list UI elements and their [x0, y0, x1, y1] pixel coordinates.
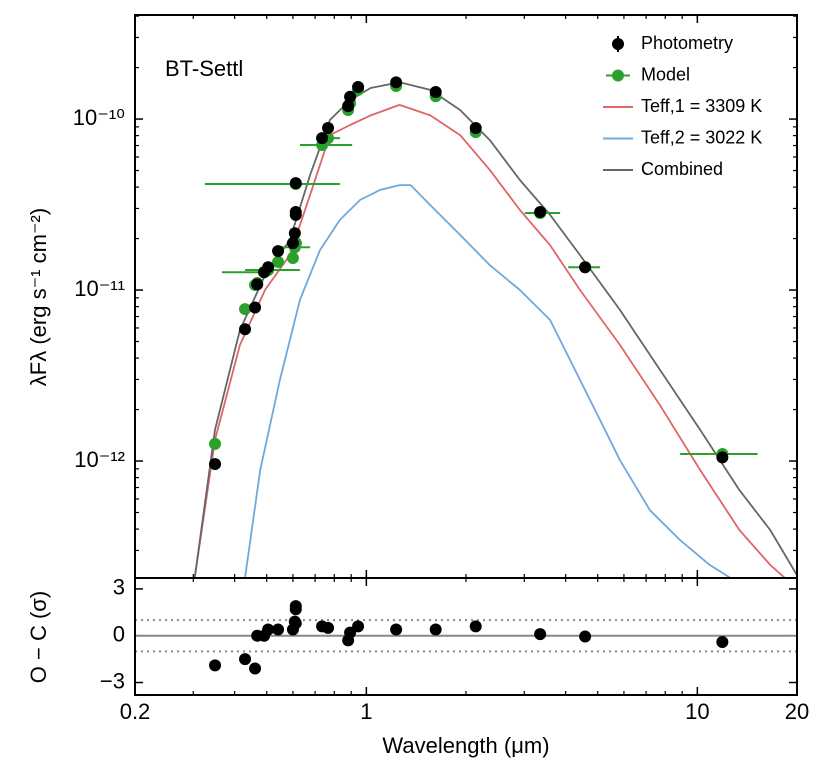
residual-point: [429, 623, 442, 636]
photometry-point: [534, 206, 547, 219]
plot-area: [193, 76, 797, 578]
residual-point: [716, 635, 729, 648]
legend-label: Combined: [641, 159, 723, 179]
residual-point: [289, 617, 302, 630]
photometry-point: [342, 100, 355, 113]
residual-point: [534, 628, 547, 641]
spectrum-line: [193, 81, 797, 578]
residual-point: [262, 623, 275, 636]
x-tick-label: 20: [785, 699, 809, 724]
y-tick-label: −3: [100, 668, 125, 693]
spectrum-line: [193, 104, 786, 578]
photometry-point: [286, 237, 299, 250]
photometry-point: [390, 76, 403, 89]
residual-point: [390, 623, 403, 636]
photometry-point: [251, 278, 264, 291]
legend-swatch: [612, 38, 624, 50]
photometry-point: [344, 90, 357, 103]
residual-point: [289, 600, 302, 613]
residual-point: [272, 623, 285, 636]
residual-point: [352, 620, 365, 633]
photometry-point: [289, 177, 302, 190]
residual-point: [239, 653, 252, 666]
photometry-point: [322, 122, 335, 135]
photometry-point: [249, 301, 262, 314]
photometry-point: [716, 451, 729, 464]
model-point: [239, 303, 252, 316]
y-tick-label: 10⁻¹¹: [74, 276, 125, 301]
photometry-point: [272, 245, 285, 258]
residual-point: [469, 620, 482, 633]
photometry-point: [239, 323, 252, 336]
legend-label: Photometry: [641, 33, 733, 53]
model-point: [209, 437, 222, 450]
photometry-point: [289, 206, 302, 219]
photometry-point: [209, 458, 222, 471]
y-tick-label: 0: [113, 622, 125, 647]
axes-frame: [134, 577, 798, 696]
legend-label: Teff,1 = 3309 K: [641, 96, 762, 116]
legend-swatch: [612, 69, 624, 82]
photometry-point: [316, 132, 329, 145]
photometry-point: [352, 80, 365, 93]
legend-label: Model: [641, 64, 690, 84]
photometry-point: [262, 261, 275, 274]
photometry-point: [579, 261, 592, 274]
model-point: [272, 255, 285, 268]
x-axis-label: Wavelength (μm): [382, 733, 549, 758]
y-axis-label: λFλ (erg s⁻¹ cm⁻²): [26, 208, 51, 386]
model-point: [286, 251, 299, 264]
residual-point: [322, 621, 335, 634]
x-tick-label: 1: [360, 699, 372, 724]
photometry-point: [429, 85, 442, 98]
x-tick-label: 0.2: [120, 699, 151, 724]
annotation: BT-Settl: [165, 56, 243, 81]
x-tick-label: 10: [685, 699, 709, 724]
residual-y-axis-label: O − C (σ): [26, 591, 51, 683]
y-tick-label: 3: [113, 575, 125, 600]
photometry-point: [469, 122, 482, 135]
photometry-point: [288, 227, 301, 240]
residual-point: [579, 630, 592, 643]
y-tick-label: 10⁻¹²: [74, 447, 125, 472]
residual-point: [209, 659, 222, 672]
residual-point: [249, 662, 262, 675]
legend-label: Teff,2 = 3022 K: [641, 127, 762, 147]
y-tick-label: 10⁻¹⁰: [73, 105, 125, 130]
spectrum-line: [244, 184, 732, 578]
